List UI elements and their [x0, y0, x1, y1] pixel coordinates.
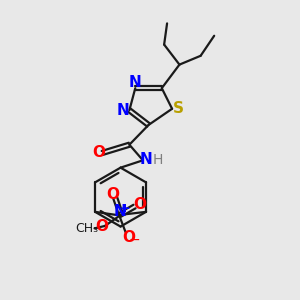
Text: H: H — [152, 153, 163, 167]
Text: O: O — [133, 197, 146, 212]
Text: N: N — [129, 75, 142, 90]
Text: S: S — [172, 101, 184, 116]
Text: +: + — [120, 202, 130, 215]
Text: −: − — [129, 233, 140, 247]
Text: O: O — [92, 145, 105, 160]
Text: O: O — [95, 219, 108, 234]
Text: N: N — [113, 204, 126, 219]
Text: N: N — [116, 103, 129, 118]
Text: N: N — [140, 152, 152, 167]
Text: CH₃: CH₃ — [75, 222, 98, 235]
Text: O: O — [122, 230, 135, 245]
Text: O: O — [106, 187, 119, 202]
